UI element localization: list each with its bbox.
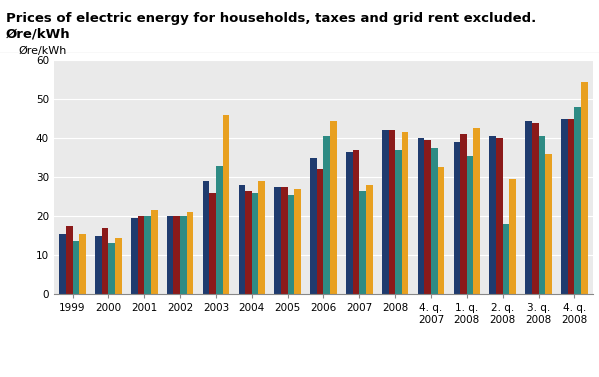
- Bar: [258, 181, 265, 294]
- Bar: [489, 136, 496, 294]
- Bar: [317, 169, 323, 294]
- Bar: [382, 130, 389, 294]
- Bar: [568, 119, 574, 294]
- Bar: [330, 121, 337, 294]
- Bar: [238, 185, 245, 294]
- Bar: [467, 156, 473, 294]
- Bar: [503, 224, 509, 294]
- Bar: [294, 189, 301, 294]
- Bar: [539, 136, 545, 294]
- Bar: [131, 218, 138, 294]
- Text: Øre/kWh: Øre/kWh: [19, 46, 67, 56]
- Bar: [281, 187, 288, 294]
- Bar: [496, 138, 503, 294]
- Bar: [395, 150, 402, 294]
- Legend: 1-year fixed-
price contracts, Other fixed price
contracts, Contracts tied
to sp: 1-year fixed- price contracts, Other fix…: [115, 374, 532, 377]
- Bar: [366, 185, 373, 294]
- Bar: [545, 154, 552, 294]
- Bar: [216, 166, 223, 294]
- Bar: [402, 132, 409, 294]
- Bar: [79, 234, 86, 294]
- Bar: [389, 130, 395, 294]
- Bar: [252, 193, 258, 294]
- Bar: [245, 191, 252, 294]
- Bar: [359, 191, 366, 294]
- Bar: [202, 181, 209, 294]
- Bar: [138, 216, 144, 294]
- Bar: [418, 138, 424, 294]
- Bar: [95, 236, 102, 294]
- Bar: [473, 129, 480, 294]
- Bar: [102, 228, 108, 294]
- Bar: [431, 148, 438, 294]
- Bar: [66, 226, 72, 294]
- Bar: [274, 187, 281, 294]
- Bar: [174, 216, 180, 294]
- Text: Prices of electric energy for households, taxes and grid rent excluded. Øre/kWh: Prices of electric energy for households…: [6, 12, 536, 40]
- Bar: [151, 210, 158, 294]
- Bar: [167, 216, 174, 294]
- Bar: [353, 150, 359, 294]
- Bar: [180, 216, 187, 294]
- Bar: [346, 152, 353, 294]
- Bar: [108, 244, 115, 294]
- Bar: [310, 158, 317, 294]
- Bar: [209, 193, 216, 294]
- Bar: [509, 179, 516, 294]
- Bar: [453, 142, 460, 294]
- Bar: [72, 242, 79, 294]
- Bar: [187, 212, 193, 294]
- Bar: [574, 107, 581, 294]
- Bar: [288, 195, 294, 294]
- Bar: [223, 115, 229, 294]
- Bar: [561, 119, 568, 294]
- Bar: [144, 216, 151, 294]
- Bar: [115, 238, 122, 294]
- Bar: [323, 136, 330, 294]
- Bar: [581, 82, 588, 294]
- Bar: [532, 123, 539, 294]
- Bar: [460, 134, 467, 294]
- Bar: [525, 121, 532, 294]
- Bar: [438, 167, 444, 294]
- Bar: [424, 140, 431, 294]
- Bar: [59, 234, 66, 294]
